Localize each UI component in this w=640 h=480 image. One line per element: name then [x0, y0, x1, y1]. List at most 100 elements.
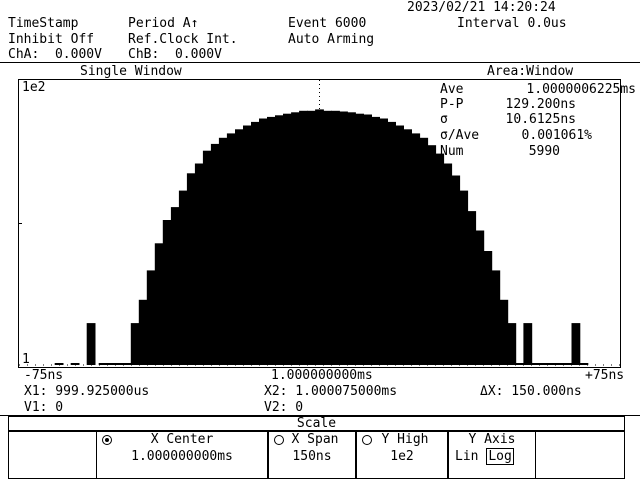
- histogram-bar: [331, 110, 340, 365]
- window-title: Single Window: [80, 64, 182, 79]
- y-high-label: Y High: [381, 432, 429, 447]
- histogram-bar: [387, 121, 396, 366]
- histogram-bar: [339, 111, 348, 365]
- y-high-softkey[interactable]: Y High 1e2: [356, 432, 448, 479]
- histogram-bar: [178, 190, 188, 365]
- histogram-bar: [154, 243, 164, 365]
- stat-pp-label: P-P: [440, 97, 464, 112]
- histogram-bar: [299, 110, 308, 365]
- x-span-label: X Span: [291, 432, 339, 447]
- cha-level-label: ChA: 0.000V: [8, 47, 102, 62]
- stat-sigma-ave-label: σ/Ave: [440, 128, 480, 143]
- menu-title: Scale: [296, 416, 337, 431]
- histogram-bar: [419, 137, 429, 365]
- histogram-bar: [507, 323, 517, 365]
- histogram-bar: [379, 118, 388, 365]
- stat-sigma-value: 10.6125ns: [505, 112, 576, 127]
- x-span-softkey[interactable]: X Span 150ns: [268, 432, 356, 479]
- stat-pp-value: 129.200ns: [505, 97, 576, 112]
- histogram-bar: [226, 133, 236, 365]
- cursor-v2-readout: V2: 0: [264, 400, 304, 415]
- histogram-bar: [170, 207, 180, 365]
- x-center-label: X Center: [150, 432, 214, 447]
- histogram-bar: [235, 129, 244, 365]
- histogram-bar: [499, 299, 509, 365]
- menu-title-bar: Scale: [8, 416, 625, 431]
- histogram-bar: [162, 220, 172, 365]
- histogram-bar: [443, 163, 453, 365]
- histogram-bar: [218, 137, 228, 365]
- histogram-plot[interactable]: [18, 79, 621, 368]
- histogram-bar: [54, 363, 64, 365]
- histogram-bar: [315, 109, 324, 366]
- histogram-bar: [106, 363, 116, 365]
- histogram-bar: [98, 363, 108, 365]
- histogram-bar: [395, 125, 404, 365]
- radio-icon: [274, 435, 284, 445]
- datetime-label: 2023/02/21 14:20:24: [407, 0, 556, 15]
- histogram-bar: [491, 270, 501, 365]
- x-left-label: -75ns: [24, 368, 64, 383]
- histogram-bar: [210, 143, 220, 365]
- y-axis-softkey[interactable]: Y Axis Lin Log: [448, 432, 536, 479]
- x-right-label: +75ns: [585, 368, 625, 383]
- histogram-bar: [186, 173, 196, 365]
- y-axis-label: Y Axis: [468, 432, 516, 447]
- y-axis-lin-option[interactable]: Lin: [455, 449, 479, 464]
- y-axis-log-option[interactable]: Log: [486, 448, 514, 465]
- radio-selected-icon: [102, 435, 112, 445]
- histogram-bar: [291, 112, 300, 365]
- stat-ave-value: 1.0000006225ms: [526, 82, 636, 97]
- stat-num-label: Num: [440, 144, 464, 159]
- radio-icon: [362, 435, 372, 445]
- stat-ave-label: Ave: [440, 82, 464, 97]
- softkey-bar: [8, 431, 625, 479]
- area-label: Area:Window: [487, 64, 574, 79]
- histogram-bar: [483, 251, 493, 365]
- x-center-softkey[interactable]: X Center 1.000000000ms: [96, 432, 268, 479]
- inhibit-label: Inhibit Off: [8, 32, 95, 47]
- y-axis-options: Lin Log: [455, 448, 541, 465]
- histogram-bar: [563, 363, 573, 365]
- stat-sigma-ave-value: 0.001061%: [521, 128, 592, 143]
- histogram-bar: [307, 110, 316, 365]
- histogram-bar: [451, 175, 461, 365]
- histogram-bar: [459, 190, 469, 365]
- histogram-bar: [138, 299, 148, 365]
- histogram-bar: [259, 118, 268, 365]
- histogram-bar: [251, 121, 260, 366]
- timestamp-label: TimeStamp: [8, 16, 79, 31]
- histogram-bar: [515, 363, 525, 365]
- histogram-bar: [555, 363, 565, 365]
- x-center-label: 1.000000000ms: [271, 368, 373, 383]
- histogram-bar: [523, 323, 533, 365]
- histogram-bar: [531, 363, 541, 365]
- cursor-x2-readout: X2: 1.000075000ms: [264, 384, 398, 399]
- arming-label: Auto Arming: [288, 32, 375, 47]
- histogram-bar: [194, 163, 204, 365]
- histogram-bar: [202, 150, 212, 365]
- histogram-bar: [70, 363, 80, 365]
- histogram-bar: [267, 116, 276, 366]
- header-divider: [0, 62, 640, 63]
- histogram-bar: [539, 363, 549, 365]
- y-top-label: 1e2: [22, 80, 46, 95]
- histogram-bar: [323, 110, 332, 365]
- histogram-bar: [435, 153, 445, 365]
- histogram-bar: [371, 116, 380, 366]
- histogram-bar: [86, 323, 96, 365]
- chb-level-label: ChB: 0.000V: [128, 47, 222, 62]
- histogram-bar: [363, 114, 372, 365]
- histogram-bar: [579, 363, 589, 365]
- histogram-chart: [19, 80, 620, 366]
- x-center-value: 1.000000000ms: [131, 449, 233, 464]
- y-high-value: 1e2: [390, 449, 414, 464]
- cursor-v1-readout: V1: 0: [24, 400, 64, 415]
- interval-label: Interval 0.0us: [457, 16, 567, 31]
- stat-num-value: 5990: [528, 144, 560, 159]
- histogram-bar: [475, 230, 485, 365]
- histogram-bar: [275, 115, 284, 365]
- histogram-bar: [547, 363, 557, 365]
- x-span-value: 150ns: [292, 449, 332, 464]
- histogram-bar: [467, 211, 477, 365]
